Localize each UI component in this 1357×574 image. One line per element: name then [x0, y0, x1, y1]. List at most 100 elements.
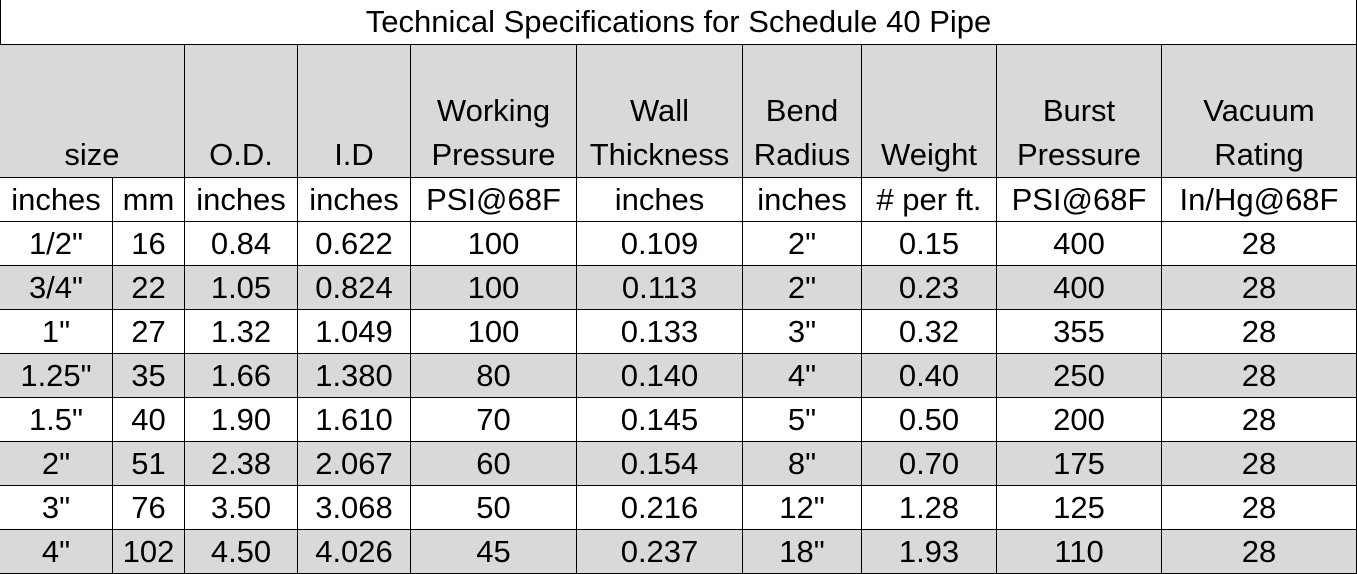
unit-cell: PSI@68F — [411, 178, 577, 222]
data-cell: 0.113 — [577, 266, 743, 310]
cell-value: 3/4" — [28, 269, 84, 305]
cell-value: 0.216 — [620, 489, 699, 525]
cell-value: 0.32 — [898, 313, 960, 349]
header-line: Weight — [881, 137, 977, 172]
data-cell: 35 — [113, 354, 185, 398]
column-header: size — [0, 45, 185, 178]
unit-cell: In/Hg@68F — [1162, 178, 1357, 222]
cell-value: 4" — [41, 533, 71, 569]
data-cell: 0.824 — [298, 266, 411, 310]
cell-value: 1" — [41, 313, 71, 349]
cell-value: 110 — [1054, 533, 1104, 569]
data-cell: 16 — [113, 222, 185, 266]
data-cell: 2.067 — [298, 442, 411, 486]
header-line: Burst — [1042, 93, 1116, 128]
data-cell: 4.026 — [298, 530, 411, 574]
data-cell: 1" — [0, 310, 113, 354]
cell-value: 3" — [41, 489, 71, 525]
header-line: Pressure — [1016, 137, 1142, 172]
data-cell: 0.32 — [862, 310, 997, 354]
unit-cell: # per ft. — [862, 178, 997, 222]
data-cell: 0.84 — [185, 222, 298, 266]
cell-value: 0.50 — [898, 401, 960, 437]
unit-label: # per ft. — [876, 181, 982, 217]
cell-value: 4" — [787, 357, 817, 393]
data-cell: 1.90 — [185, 398, 298, 442]
data-cell: 100 — [411, 310, 577, 354]
data-cell: 110 — [997, 530, 1162, 574]
cell-value: 5" — [787, 401, 817, 437]
cell-value: 0.84 — [210, 225, 272, 261]
cell-value: 250 — [1053, 357, 1105, 393]
data-cell: 1.05 — [185, 266, 298, 310]
unit-label: PSI@68F — [1011, 181, 1147, 217]
unit-cell: inches — [743, 178, 862, 222]
header-line: Radius — [753, 137, 851, 172]
data-cell: 1.5" — [0, 398, 113, 442]
data-cell: 1.25" — [0, 354, 113, 398]
header-line: I.D — [334, 137, 374, 172]
data-cell: 250 — [997, 354, 1162, 398]
cell-value: 2" — [787, 225, 817, 261]
header-line: Vacuum — [1203, 93, 1315, 128]
cell-value: 80 — [476, 357, 511, 393]
data-cell: 0.133 — [577, 310, 743, 354]
data-cell: 0.70 — [862, 442, 997, 486]
cell-value: 2.067 — [315, 445, 393, 481]
cell-value: 1.5" — [28, 401, 84, 437]
cell-value: 2" — [787, 269, 817, 305]
cell-value: 0.113 — [621, 269, 698, 305]
cell-value: 0.15 — [898, 225, 960, 261]
title: Technical Specifications for Schedule 40… — [0, 0, 1357, 45]
data-cell: 1.610 — [298, 398, 411, 442]
data-cell: 2" — [743, 222, 862, 266]
unit-label: PSI@68F — [426, 181, 561, 217]
cell-value: 28 — [1241, 357, 1277, 393]
unit-label: inches — [11, 181, 101, 217]
cell-value: 28 — [1241, 313, 1277, 349]
cell-value: 51 — [131, 445, 166, 481]
data-cell: 28 — [1162, 354, 1357, 398]
cell-value: 1.049 — [315, 313, 393, 349]
data-cell: 70 — [411, 398, 577, 442]
cell-value: 28 — [1241, 489, 1277, 525]
cell-value: 1.25" — [20, 357, 92, 393]
unit-label: inches — [614, 181, 705, 217]
data-cell: 60 — [411, 442, 577, 486]
title-text: Technical Specifications for Schedule 40… — [365, 4, 992, 39]
column-header: Burst Pressure — [997, 45, 1162, 178]
cell-value: 100 — [467, 313, 520, 349]
cell-value: 1.05 — [210, 269, 272, 305]
data-cell: 18" — [743, 530, 862, 574]
cell-value: 1.32 — [210, 313, 272, 349]
data-cell: 1.66 — [185, 354, 298, 398]
data-cell: 45 — [411, 530, 577, 574]
cell-value: 3.068 — [315, 489, 393, 525]
unit-cell: PSI@68F — [997, 178, 1162, 222]
data-cell: 0.216 — [577, 486, 743, 530]
cell-value: 0.40 — [898, 357, 960, 393]
data-cell: 27 — [113, 310, 185, 354]
cell-value: 4.50 — [210, 533, 272, 569]
data-cell: 28 — [1162, 486, 1357, 530]
data-cell: 3" — [743, 310, 862, 354]
cell-value: 70 — [476, 401, 511, 437]
cell-value: 1/2" — [28, 225, 84, 261]
cell-value: 28 — [1241, 225, 1277, 261]
cell-value: 0.622 — [315, 225, 393, 261]
cell-value: 0.70 — [898, 445, 960, 481]
cell-value: 1.90 — [210, 401, 272, 437]
data-cell: 1.32 — [185, 310, 298, 354]
column-header: O.D. — [185, 45, 298, 178]
column-header: Vacuum Rating — [1162, 45, 1357, 178]
data-cell: 102 — [113, 530, 185, 574]
cell-value: 40 — [131, 401, 166, 437]
cell-value: 0.145 — [620, 401, 699, 437]
unit-label: mm — [122, 181, 175, 217]
data-cell: 2" — [0, 442, 113, 486]
cell-value: 45 — [476, 533, 511, 569]
data-cell: 28 — [1162, 442, 1357, 486]
data-cell: 1.28 — [862, 486, 997, 530]
data-cell: 2" — [743, 266, 862, 310]
data-cell: 0.622 — [298, 222, 411, 266]
